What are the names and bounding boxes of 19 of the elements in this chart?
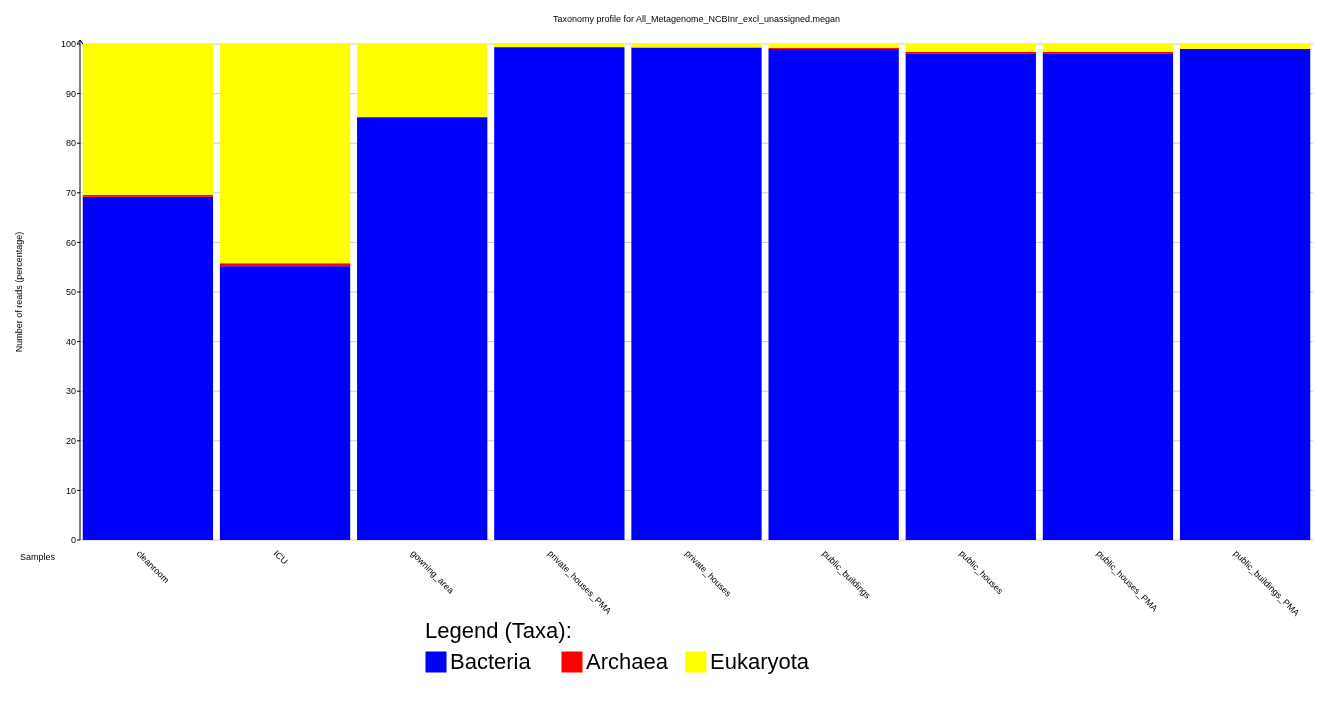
y-tick-label: 90 [65, 88, 76, 99]
y-tick-label: 70 [65, 187, 76, 198]
y-tick-label: 10 [65, 485, 76, 496]
y-axis-title: Number of reads (percentage) [14, 231, 24, 353]
legend-title: Legend (Taxa): [425, 618, 572, 643]
y-tick-label: 0 [70, 535, 76, 546]
y-tick-label: 20 [65, 435, 76, 446]
legend-label: Bacteria [450, 649, 532, 674]
x-axis-title: Samples [20, 552, 56, 562]
y-tick-label: 60 [65, 237, 76, 248]
y-tick-label: 50 [65, 287, 76, 298]
chart-title: Taxonomy profile for All_Metagenome_NCBInr_excl_unassigned.megan [552, 14, 841, 24]
legend-label: Eukaryota [710, 649, 810, 674]
y-tick-label: 100 [60, 39, 76, 50]
y-tick-label: 30 [65, 386, 76, 397]
y-tick-label: 80 [65, 138, 76, 149]
legend-label: Archaea [586, 649, 669, 674]
x-tick-label: ICU [271, 548, 290, 567]
y-tick-label: 40 [65, 336, 76, 347]
